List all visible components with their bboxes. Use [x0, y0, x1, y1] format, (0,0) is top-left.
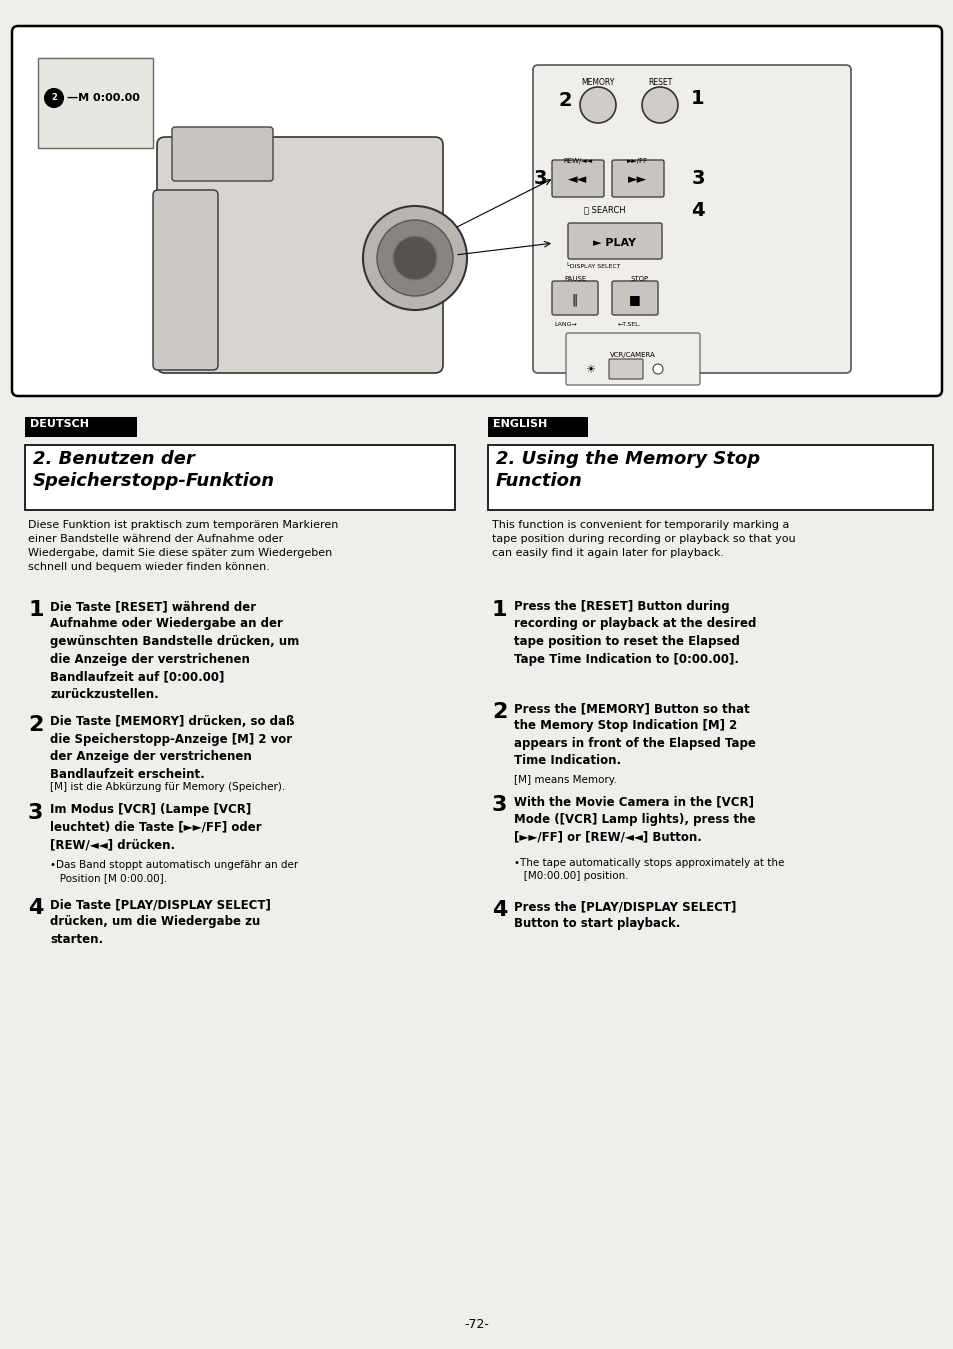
Text: 1: 1 [691, 89, 704, 108]
Text: 2. Benutzen der: 2. Benutzen der [33, 451, 194, 468]
Text: ► PLAY: ► PLAY [593, 237, 636, 248]
Circle shape [45, 89, 63, 107]
Text: ■: ■ [628, 294, 640, 306]
Text: 4: 4 [492, 900, 507, 920]
Text: [M] ist die Abkürzung für Memory (Speicher).: [M] ist die Abkürzung für Memory (Speich… [50, 782, 285, 792]
Text: Press the [PLAY/DISPLAY SELECT]
Button to start playback.: Press the [PLAY/DISPLAY SELECT] Button t… [514, 900, 736, 931]
Text: This function is convenient for temporarily marking a
tape position during recor: This function is convenient for temporar… [492, 519, 795, 558]
Bar [38, 58, 152, 148]
FancyBboxPatch shape [608, 359, 642, 379]
Circle shape [641, 86, 678, 123]
Text: •The tape automatically stops approximately at the
   [M0:00.00] position.: •The tape automatically stops approximat… [514, 858, 783, 881]
Text: PAUSE: PAUSE [564, 277, 586, 282]
FancyBboxPatch shape [152, 190, 218, 370]
Text: ☀: ☀ [584, 366, 595, 375]
Circle shape [579, 86, 616, 123]
Text: ◄◄: ◄◄ [568, 174, 587, 186]
Circle shape [393, 236, 436, 281]
FancyBboxPatch shape [488, 445, 932, 510]
Text: Im Modus [VCR] (Lampe [VCR]
leuchtet) die Taste [►►/FF] oder
[REW/◄◄] drücken.: Im Modus [VCR] (Lampe [VCR] leuchtet) di… [50, 803, 261, 851]
FancyBboxPatch shape [552, 281, 598, 316]
FancyBboxPatch shape [172, 127, 273, 181]
Text: With the Movie Camera in the [VCR]
Mode ([VCR] Lamp lights), press the
[►►/FF] o: With the Movie Camera in the [VCR] Mode … [514, 795, 755, 843]
Text: Press the [MEMORY] Button so that
the Memory Stop Indication [M] 2
appears in fr: Press the [MEMORY] Button so that the Me… [514, 701, 755, 768]
Text: VCR/CAMERA: VCR/CAMERA [610, 352, 655, 357]
Text: MEMORY: MEMORY [580, 78, 614, 86]
Text: ←T.SEL.: ←T.SEL. [618, 322, 641, 326]
FancyBboxPatch shape [12, 26, 941, 397]
Bar [488, 417, 587, 437]
Bar [25, 417, 137, 437]
FancyBboxPatch shape [612, 161, 663, 197]
Text: -72-: -72- [464, 1318, 489, 1331]
Text: Die Taste [MEMORY] drücken, so daß
die Speicherstopp-Anzeige [M] 2 vor
der Anzei: Die Taste [MEMORY] drücken, so daß die S… [50, 715, 294, 781]
FancyBboxPatch shape [552, 161, 603, 197]
Text: ‖: ‖ [571, 294, 578, 306]
Text: DEUTSCH: DEUTSCH [30, 420, 89, 429]
FancyBboxPatch shape [567, 223, 661, 259]
Text: ENGLISH: ENGLISH [493, 420, 547, 429]
Text: 3: 3 [492, 795, 507, 815]
Text: Ⓢ SEARCH: Ⓢ SEARCH [583, 205, 625, 214]
Text: [M] means Memory.: [M] means Memory. [514, 774, 616, 785]
Text: 2: 2 [51, 93, 57, 103]
FancyBboxPatch shape [25, 445, 455, 510]
Text: 1: 1 [28, 600, 44, 621]
Text: 1: 1 [492, 600, 507, 621]
Text: —M 0:00.00: —M 0:00.00 [67, 93, 140, 103]
Circle shape [363, 206, 467, 310]
Text: └DISPLAY SELECT: └DISPLAY SELECT [565, 263, 620, 268]
Text: 2: 2 [558, 90, 571, 109]
Text: Die Taste [PLAY/DISPLAY SELECT]
drücken, um die Wiedergabe zu
starten.: Die Taste [PLAY/DISPLAY SELECT] drücken,… [50, 898, 271, 946]
Text: ►►/FF: ►►/FF [627, 158, 648, 165]
Text: Die Taste [RESET] während der
Aufnahme oder Wiedergabe an der
gewünschten Bandst: Die Taste [RESET] während der Aufnahme o… [50, 600, 299, 700]
Text: Function: Function [496, 472, 582, 490]
FancyBboxPatch shape [157, 138, 442, 374]
Text: 3: 3 [691, 169, 704, 188]
FancyBboxPatch shape [565, 333, 700, 384]
Circle shape [376, 220, 453, 295]
Text: 2: 2 [28, 715, 43, 735]
Text: LANG→: LANG→ [554, 322, 577, 326]
Text: Speicherstopp-Funktion: Speicherstopp-Funktion [33, 472, 274, 490]
Text: 3: 3 [28, 803, 43, 823]
Text: ►►: ►► [628, 174, 647, 186]
Text: STOP: STOP [630, 277, 648, 282]
Text: REW/◄◄: REW/◄◄ [563, 158, 592, 165]
Text: 4: 4 [691, 201, 704, 220]
Text: 2: 2 [492, 701, 507, 722]
Text: 4: 4 [28, 898, 43, 919]
Circle shape [652, 364, 662, 374]
Text: 3: 3 [533, 169, 546, 188]
Text: 2. Using the Memory Stop: 2. Using the Memory Stop [496, 451, 760, 468]
Text: Press the [RESET] Button during
recording or playback at the desired
tape positi: Press the [RESET] Button during recordin… [514, 600, 756, 665]
Text: •Das Band stoppt automatisch ungefähr an der
   Position [M 0:00.00].: •Das Band stoppt automatisch ungefähr an… [50, 861, 298, 884]
FancyBboxPatch shape [533, 65, 850, 374]
Text: RESET: RESET [647, 78, 672, 86]
Text: Diese Funktion ist praktisch zum temporären Markieren
einer Bandstelle während d: Diese Funktion ist praktisch zum temporä… [28, 519, 338, 572]
FancyBboxPatch shape [612, 281, 658, 316]
